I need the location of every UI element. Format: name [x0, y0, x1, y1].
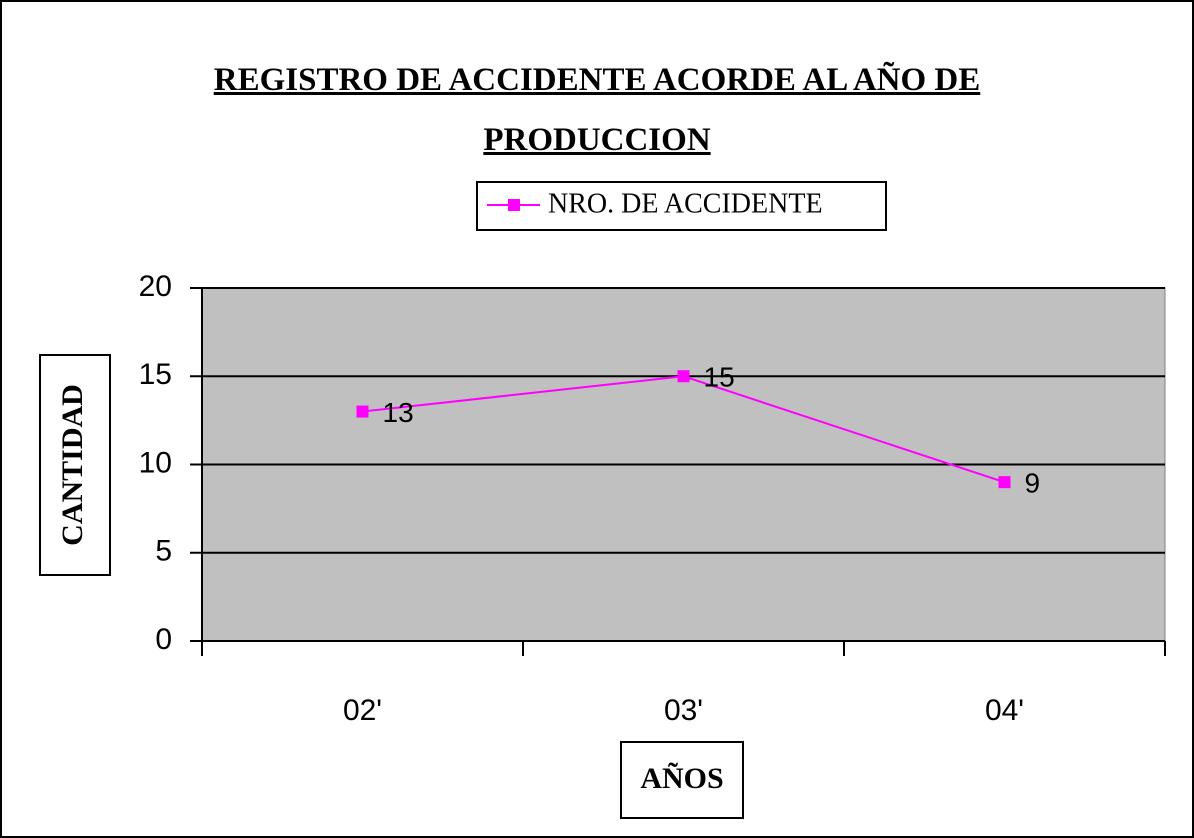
y-label-box	[39, 354, 111, 576]
data-label: 15	[704, 362, 735, 393]
y-tick-label: 10	[139, 446, 172, 479]
y-axis-label: CANTIDAD	[56, 384, 89, 546]
point-marker	[677, 370, 690, 383]
legend-marker	[508, 199, 520, 211]
data-label: 9	[1025, 468, 1041, 499]
point-marker	[356, 405, 369, 418]
data-label: 13	[383, 397, 414, 428]
legend-box	[476, 181, 887, 231]
y-tick-label: 20	[139, 270, 172, 303]
legend-label: NRO. DE ACCIDENTE	[548, 188, 823, 219]
x-axis-label: AÑOS	[640, 762, 723, 795]
point-marker	[998, 476, 1011, 489]
y-tick-label: 15	[139, 358, 172, 391]
y-tick-label: 0	[155, 623, 172, 656]
x-label-box	[620, 741, 744, 819]
x-tick-label: 02'	[343, 694, 382, 727]
chart-title: REGISTRO DE ACCIDENTE ACORDE AL AÑO DE P…	[213, 62, 981, 158]
y-tick-label: 5	[155, 535, 172, 568]
x-tick-label: 03'	[664, 694, 703, 727]
x-tick-label: 04'	[985, 694, 1024, 727]
